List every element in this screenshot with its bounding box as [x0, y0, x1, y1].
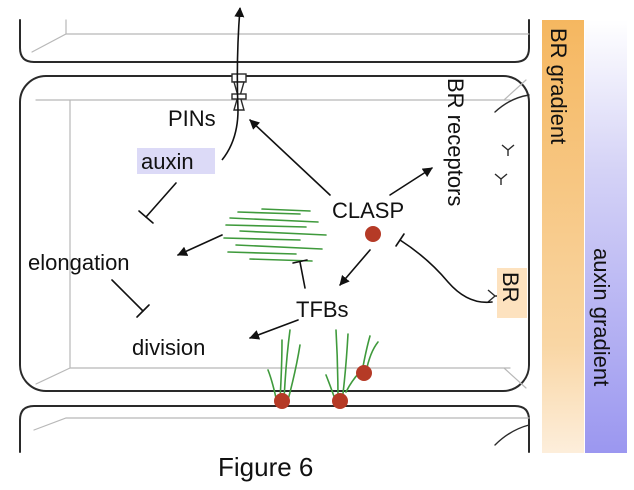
auxin-label: auxin	[141, 149, 194, 174]
clasp-dot-icon	[365, 226, 381, 242]
clasp-dot-icon	[356, 365, 372, 381]
top-cell	[19, 19, 530, 63]
division-label: division	[132, 335, 205, 360]
br-gradient-bar	[542, 20, 584, 453]
br-receptors-label: BR receptors	[443, 78, 468, 206]
auxin-gradient-label: auxin gradient	[589, 248, 614, 386]
tfbs-label: TFBs	[296, 297, 349, 322]
clasp-label: CLASP	[332, 198, 404, 223]
pin-transporter-icon	[231, 73, 247, 111]
clasp-dot-icon	[332, 393, 348, 409]
arrow-clasp-to-br-receptors	[389, 167, 433, 196]
microtubule-array	[223, 208, 327, 262]
clasp-dot-icon	[274, 393, 290, 409]
pins-label: PINs	[168, 106, 216, 131]
arrow-clasp-to-pins	[249, 119, 331, 196]
elongation-label: elongation	[28, 250, 130, 275]
arrow-clasp-to-tfbs	[339, 249, 371, 286]
arrow-tfbs-to-division	[249, 319, 299, 340]
inhibition-lines	[111, 182, 493, 318]
figure-caption: Figure 6	[218, 452, 313, 482]
arrows	[177, 119, 433, 340]
auxin-gradient-bar	[585, 20, 627, 453]
br-gradient-label: BR gradient	[546, 28, 571, 144]
br-highlight	[497, 268, 527, 318]
auxin-efflux-arrow	[221, 7, 245, 161]
auxin-highlight	[137, 148, 215, 174]
br-label: BR	[498, 272, 523, 303]
br-receptor-icons	[487, 144, 515, 303]
bottom-cell	[19, 405, 530, 453]
arrow-microtubules-to-elongation	[177, 234, 223, 256]
